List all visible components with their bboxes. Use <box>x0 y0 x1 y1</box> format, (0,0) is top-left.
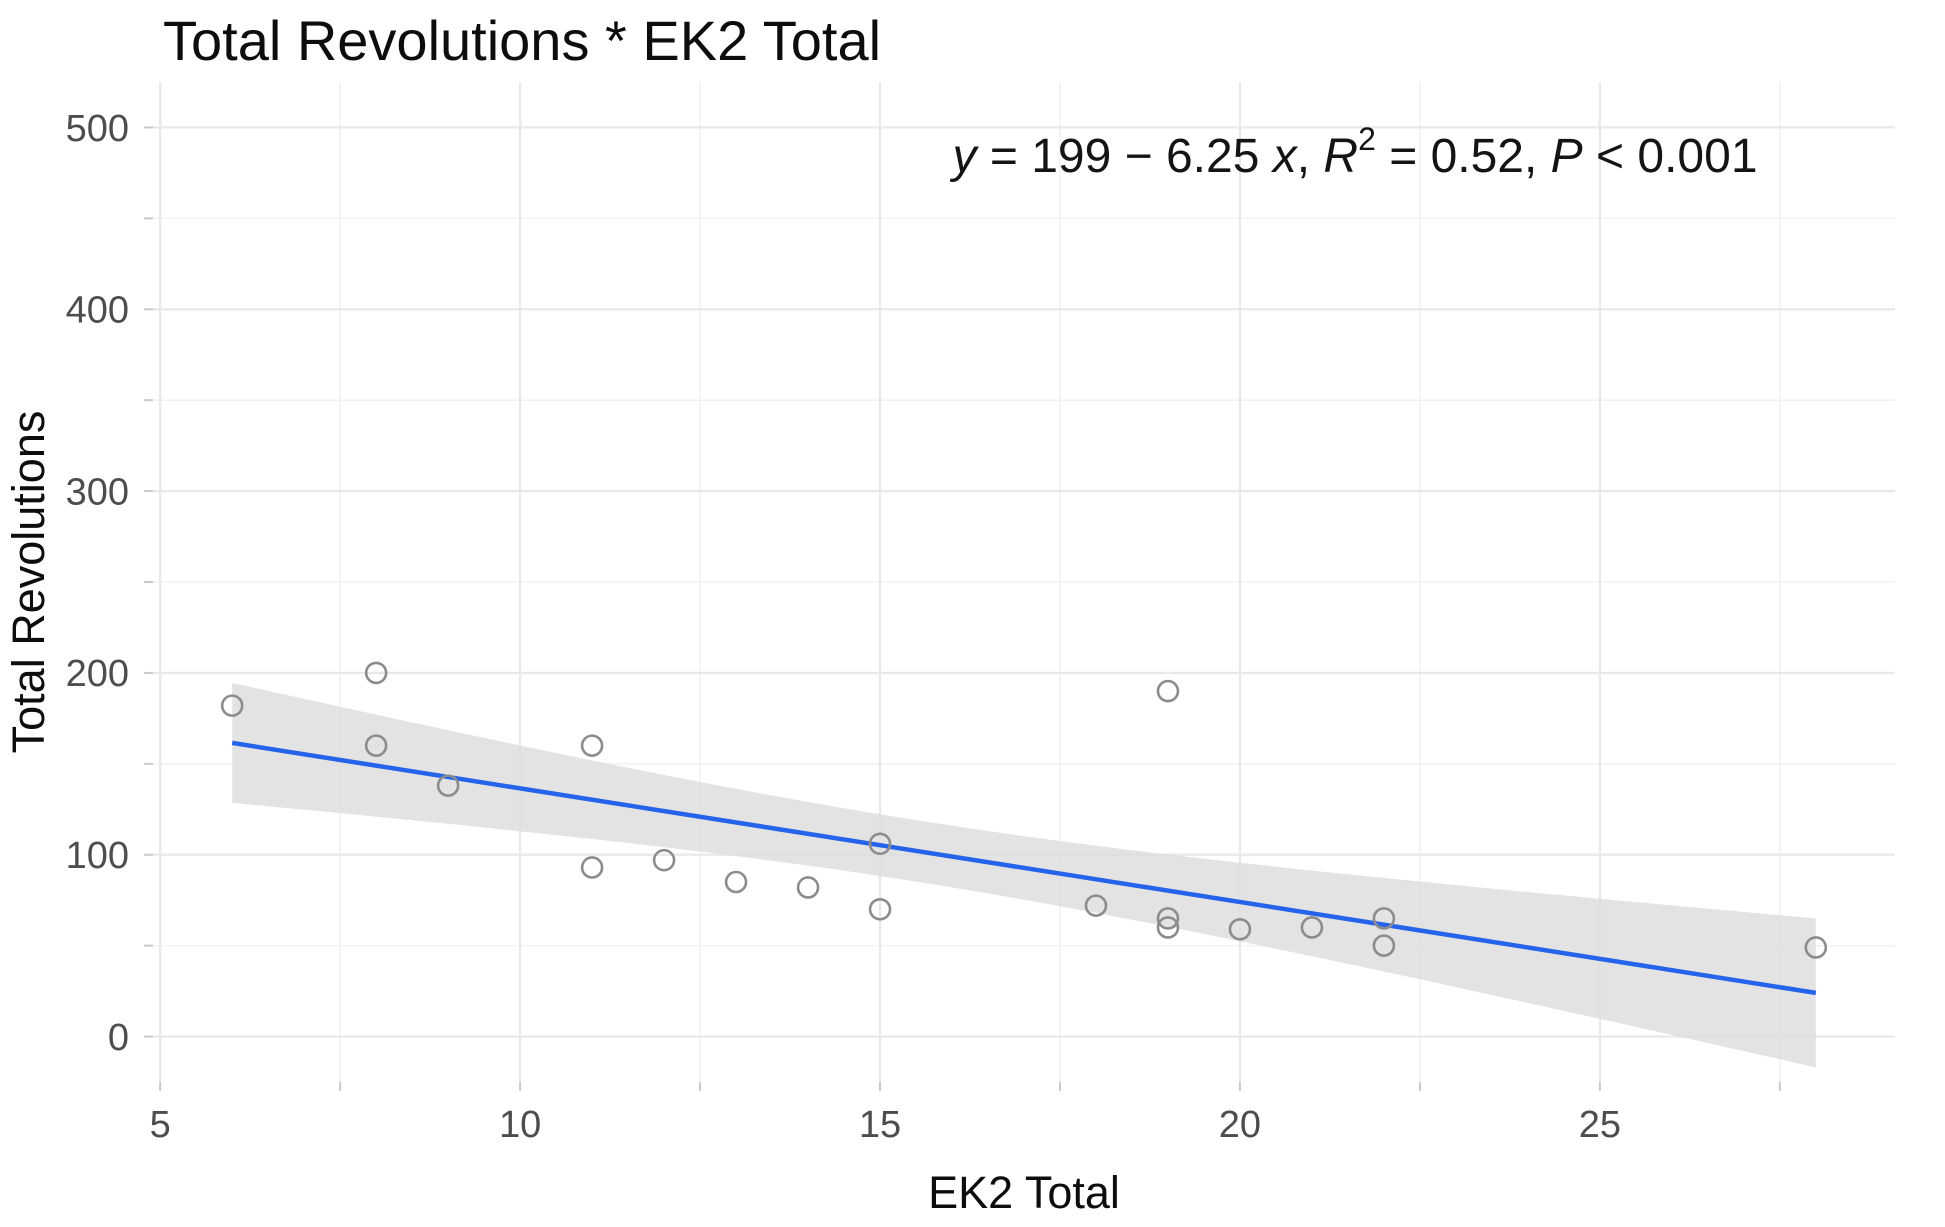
confidence-band <box>232 682 1816 1068</box>
data-point <box>868 897 892 921</box>
annotation-segment: = 199 − 6.25 <box>976 130 1272 183</box>
data-point <box>1372 934 1396 957</box>
data-point <box>580 856 604 879</box>
x-axis-tick-labels: 5 10 15 20 25 <box>150 1104 1621 1146</box>
data-point <box>1156 916 1180 939</box>
x-tick-label: 25 <box>1579 1104 1621 1146</box>
annotation-segment: < 0.001 <box>1583 130 1758 183</box>
data-point <box>1156 907 1180 930</box>
x-axis-label: EK2 Total <box>928 1167 1120 1218</box>
data-point <box>436 774 460 797</box>
data-point <box>1300 916 1324 939</box>
annotation-superscript: 2 <box>1358 121 1376 157</box>
annotation-segment: , <box>1297 130 1324 183</box>
chart-title: Total Revolutions * EK2 Total <box>163 9 881 72</box>
x-tick-label: 10 <box>499 1104 541 1146</box>
data-point <box>580 734 604 757</box>
y-tick-label: 300 <box>66 471 129 513</box>
data-point <box>868 832 892 856</box>
data-points <box>220 661 1828 959</box>
annotation-segment: P <box>1551 130 1583 183</box>
data-point <box>1156 679 1180 703</box>
regression-equation-annotation: y = 199 − 6.25 x, R2 = 0.52, P < 0.001 <box>949 121 1757 183</box>
data-point <box>364 661 388 685</box>
data-point <box>220 694 244 717</box>
y-tick-label: 100 <box>66 835 129 877</box>
y-tick-label: 200 <box>66 653 129 695</box>
data-point <box>652 848 676 872</box>
y-tick-label: 500 <box>66 108 129 150</box>
annotation-segment: = 0.52, <box>1376 130 1551 183</box>
data-point <box>1084 894 1108 917</box>
data-point <box>724 870 748 894</box>
data-point <box>364 734 388 757</box>
confidence-band-area <box>232 682 1816 1068</box>
annotation-segment: y <box>949 130 979 183</box>
data-point <box>1372 907 1396 930</box>
annotation-segment: x <box>1271 130 1299 183</box>
data-point <box>1228 917 1252 941</box>
x-tick-label: 15 <box>859 1104 901 1146</box>
axis-tick-marks <box>144 126 1781 1091</box>
annotation-segment: R <box>1323 130 1358 183</box>
y-tick-label: 400 <box>66 290 129 332</box>
regression-line <box>231 740 1817 996</box>
y-axis-label: Total Revolutions <box>3 411 54 754</box>
data-point <box>1804 936 1828 959</box>
x-tick-label: 5 <box>150 1104 171 1146</box>
x-tick-label: 20 <box>1219 1104 1261 1146</box>
regression-line-path <box>231 740 1817 996</box>
data-point <box>796 876 820 899</box>
y-axis-tick-labels: 0 100 200 300 400 500 <box>66 108 129 1059</box>
y-tick-label: 0 <box>108 1017 129 1059</box>
